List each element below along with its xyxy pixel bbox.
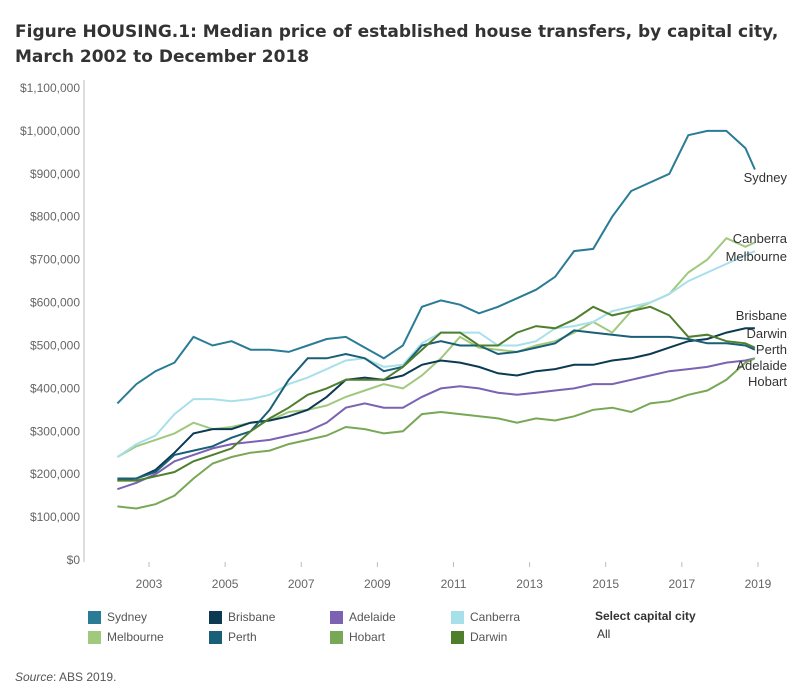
legend-label: Perth bbox=[228, 630, 257, 644]
legend-item-hobart[interactable]: Hobart bbox=[330, 629, 451, 645]
x-tick-label: 2013 bbox=[516, 577, 543, 591]
series-line-darwin bbox=[117, 305, 756, 482]
legend-item-melbourne[interactable]: Melbourne bbox=[88, 629, 209, 645]
x-tick-label: 2005 bbox=[212, 577, 239, 591]
series-lines bbox=[116, 129, 756, 510]
legend-swatch bbox=[451, 610, 464, 624]
legend-label: Brisbane bbox=[228, 610, 276, 624]
filter-value[interactable]: All bbox=[597, 627, 611, 641]
end-label-perth: Perth bbox=[756, 342, 787, 357]
legend-swatch bbox=[330, 630, 343, 644]
legend-swatch bbox=[88, 630, 101, 644]
y-tick-label: $100,000 bbox=[30, 510, 80, 524]
series-line-hobart bbox=[117, 357, 756, 510]
end-label-melbourne: Melbourne bbox=[726, 249, 787, 264]
y-tick-label: $700,000 bbox=[30, 253, 80, 267]
end-labels: Sydney Canberra Melbourne Brisbane DarwinPer… bbox=[726, 170, 788, 389]
x-tick-label: 2003 bbox=[136, 577, 163, 591]
filter-label: Select capital city bbox=[595, 609, 696, 623]
legend-item-sydney[interactable]: Sydney bbox=[88, 609, 209, 625]
x-axis: 2003 2005 2007 2009 2011 2013 2015 2017 2019 bbox=[136, 562, 772, 591]
y-tick-label: $1,000,000 bbox=[20, 124, 80, 138]
series-line-brisbane bbox=[117, 327, 755, 482]
legend-label: Melbourne bbox=[107, 630, 164, 644]
legend-label: Adelaide bbox=[349, 610, 396, 624]
end-label-adelaide: Adelaide bbox=[736, 358, 787, 373]
legend-item-brisbane[interactable]: Brisbane bbox=[209, 609, 330, 625]
series-line-melbourne bbox=[116, 236, 756, 458]
series-line-sydney bbox=[116, 129, 756, 405]
y-tick-label: $200,000 bbox=[30, 467, 80, 481]
y-tick-label: $300,000 bbox=[30, 424, 80, 438]
x-tick-label: 2015 bbox=[592, 577, 619, 591]
y-tick-label: $500,000 bbox=[30, 338, 80, 352]
legend-item-canberra[interactable]: Canberra bbox=[451, 609, 572, 625]
y-axis: $0 $100,000 $200,000 $300,000 $400,000 $500,0… bbox=[20, 80, 85, 567]
y-tick-label: $600,000 bbox=[30, 296, 80, 310]
legend-swatch bbox=[209, 630, 222, 644]
y-tick-label: $400,000 bbox=[30, 381, 80, 395]
legend-label: Darwin bbox=[470, 630, 508, 644]
legend-label: Sydney bbox=[107, 610, 148, 624]
legend-label: Canberra bbox=[470, 610, 521, 624]
end-label-canberra: Canberra bbox=[733, 231, 788, 246]
series-line-adelaide bbox=[117, 357, 756, 491]
legend: Sydney Brisbane Adelaide Canberra Melbourne P… bbox=[88, 609, 572, 645]
source-text: : ABS 2019. bbox=[53, 670, 117, 684]
legend-item-adelaide[interactable]: Adelaide bbox=[330, 609, 451, 625]
y-tick-label: $0 bbox=[67, 553, 81, 567]
y-tick-label: $800,000 bbox=[30, 210, 80, 224]
legend-item-perth[interactable]: Perth bbox=[209, 629, 330, 645]
legend-swatch bbox=[209, 610, 222, 624]
y-tick-label: $900,000 bbox=[30, 167, 80, 181]
source-note: Source: ABS 2019. bbox=[15, 670, 116, 684]
y-tick-label: $1,100,000 bbox=[20, 81, 80, 95]
legend-swatch bbox=[330, 610, 343, 624]
series-line-perth bbox=[117, 329, 756, 480]
source-prefix: Source bbox=[15, 670, 54, 684]
line-chart: $0 $100,000 $200,000 $300,000 $400,000 $500,0… bbox=[20, 80, 788, 591]
legend-swatch bbox=[451, 630, 464, 644]
legend-label: Hobart bbox=[349, 630, 386, 644]
x-tick-label: 2009 bbox=[364, 577, 391, 591]
chart-title: Figure HOUSING.1: Median price of establ… bbox=[15, 22, 779, 67]
end-label-sydney: Sydney bbox=[744, 170, 788, 185]
end-label-brisbane: Brisbane bbox=[736, 308, 787, 323]
legend-item-darwin[interactable]: Darwin bbox=[451, 629, 572, 645]
x-tick-label: 2007 bbox=[288, 577, 315, 591]
x-tick-label: 2011 bbox=[441, 577, 467, 591]
city-filter[interactable]: Select capital city All bbox=[595, 609, 696, 641]
x-tick-label: 2017 bbox=[668, 577, 695, 591]
legend-swatch bbox=[88, 610, 101, 624]
end-label-darwin: Darwin bbox=[747, 326, 787, 341]
end-label-hobart: Hobart bbox=[748, 374, 787, 389]
x-tick-label: 2019 bbox=[745, 577, 772, 591]
series-line-canberra bbox=[116, 250, 756, 458]
